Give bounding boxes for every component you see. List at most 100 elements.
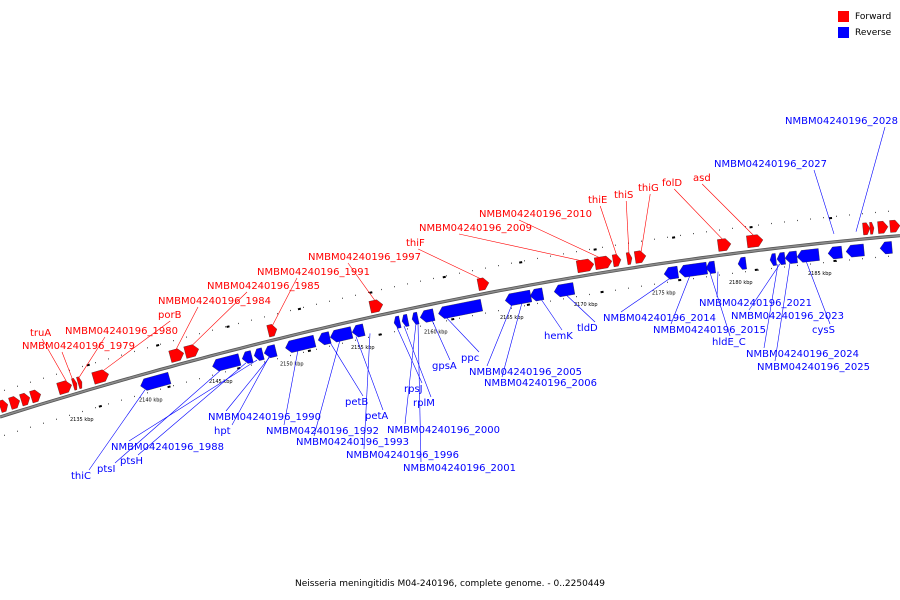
leader-line [774,262,791,362]
minor-tick-outer [706,231,707,233]
leader-line [417,322,422,463]
minor-tick-outer [238,322,239,325]
leader-line [486,304,513,367]
forward-gene-7 [91,369,109,385]
minor-tick-outer [836,215,837,217]
forward-gene-14 [593,255,613,270]
minor-tick-inner [407,328,408,330]
reverse-label-group-petb: petB [329,342,368,408]
minor-tick-inner [862,258,863,260]
gene-label-peta: petA [365,411,388,422]
major-tick-outer [297,307,302,311]
tick-label: 2160 kbp [424,330,448,336]
reverse-label-group-nmbm04240196-2006: NMBM04240196_2006 [484,302,597,389]
gene-label-this: thiS [614,190,633,201]
reverse-gene-arrow [411,311,420,325]
minor-tick-inner [563,298,564,300]
gene-label-nmbm04240196-2024: NMBM04240196_2024 [746,349,859,360]
forward-gene-arrow [0,399,8,413]
reverse-gene-14 [505,289,533,306]
major-tick [451,317,455,321]
forward-label-group-asd: asd [693,173,756,238]
minor-tick-inner [823,262,824,264]
legend-label-forward: Forward [855,11,892,22]
forward-gene-arrow [368,299,384,314]
minor-tick-outer [121,354,122,356]
minor-tick-outer [563,253,564,255]
forward-label-group-nmbm04240196-1985: NMBM04240196_1985 [189,281,320,348]
forward-gene-arrow [593,255,613,270]
reverse-gene-arrow [393,315,402,329]
reverse-gene-21 [769,253,777,266]
forward-gene-arrow [56,380,72,395]
reverse-label-group-nmbm04240196-1988: NMBM04240196_1988 [111,359,258,453]
minor-tick-inner [732,272,733,274]
leader-line [403,325,432,398]
minor-tick-inner [17,430,18,432]
forward-gene-arrow [877,221,889,234]
reverse-gene-17 [663,265,679,280]
minor-tick-inner [654,283,655,285]
minor-tick-outer [680,234,681,237]
minor-tick-inner [30,426,31,428]
minor-tick-inner [498,310,499,312]
leader-line [540,298,563,331]
gene-label-thig: thiG [638,183,659,194]
minor-tick-outer [498,265,499,267]
leader-line [355,336,384,411]
reverse-gene-arrow [505,289,533,306]
reverse-label-group-hlde-c: hldE_C [709,272,746,348]
reverse-gene-arrow [317,331,332,346]
minor-tick-outer [602,246,603,248]
forward-label-group-nmbm04240196-1979: NMBM04240196_1979 [22,341,135,381]
leader-line [271,277,298,327]
minor-tick-outer [758,224,759,226]
minor-tick-inner [537,302,538,305]
forward-gene-arrow [633,250,647,264]
major-tick [307,349,312,353]
minor-tick-inner [641,285,642,287]
minor-tick-outer [524,260,525,262]
gene-label-nmbm04240196-1993: NMBM04240196_1993 [296,437,409,448]
forward-gene-0 [0,399,8,413]
forward-gene-9 [183,344,199,359]
minor-tick-outer [446,275,447,277]
minor-tick-inner [459,317,460,319]
minor-tick-inner [316,348,317,350]
gene-label-nmbm04240196-2006: NMBM04240196_2006 [484,378,597,389]
forward-gene-20 [862,222,871,236]
forward-gene-arrow [746,234,764,248]
reverse-gene-arrow [776,252,786,265]
minor-tick-outer [485,267,486,269]
reverse-gene-arrow [263,344,278,359]
minor-tick-inner [550,300,551,302]
minor-tick-outer [134,350,135,353]
minor-tick-outer [381,288,382,291]
reverse-gene-4 [263,344,278,359]
genome-caption: Neisseria meningitidis M04-240196, compl… [294,579,606,589]
forward-gene-arrow [183,344,199,359]
minor-tick-outer [459,272,460,274]
reverse-gene-5 [285,334,317,353]
forward-gene-19 [746,234,764,248]
minor-tick-inner [667,281,668,283]
minor-tick-inner [264,361,265,363]
forward-label-group-thig: thiG [638,183,659,253]
minor-tick-outer [212,329,213,331]
leader-line [445,317,480,353]
gene-label-trua: truA [30,328,51,339]
gene-label-nmbm04240196-1996: NMBM04240196_1996 [346,450,459,461]
reverse-label-group-nmbm04240196-2015: NMBM04240196_2015 [653,275,766,336]
minor-tick-outer [277,313,278,315]
minor-tick-inner [342,342,343,344]
forward-label-group-fold: folD [662,178,725,242]
reverse-gene-20 [737,256,747,270]
tick-label: 2140 kbp [139,398,163,404]
leader-line [431,319,451,361]
forward-gene-arrow [71,378,78,391]
forward-gene-5 [71,378,78,391]
forward-gene-13 [575,258,595,273]
legend-label-reverse: Reverse [855,27,892,38]
minor-tick-outer [784,221,785,223]
reverse-gene-10 [401,314,410,327]
